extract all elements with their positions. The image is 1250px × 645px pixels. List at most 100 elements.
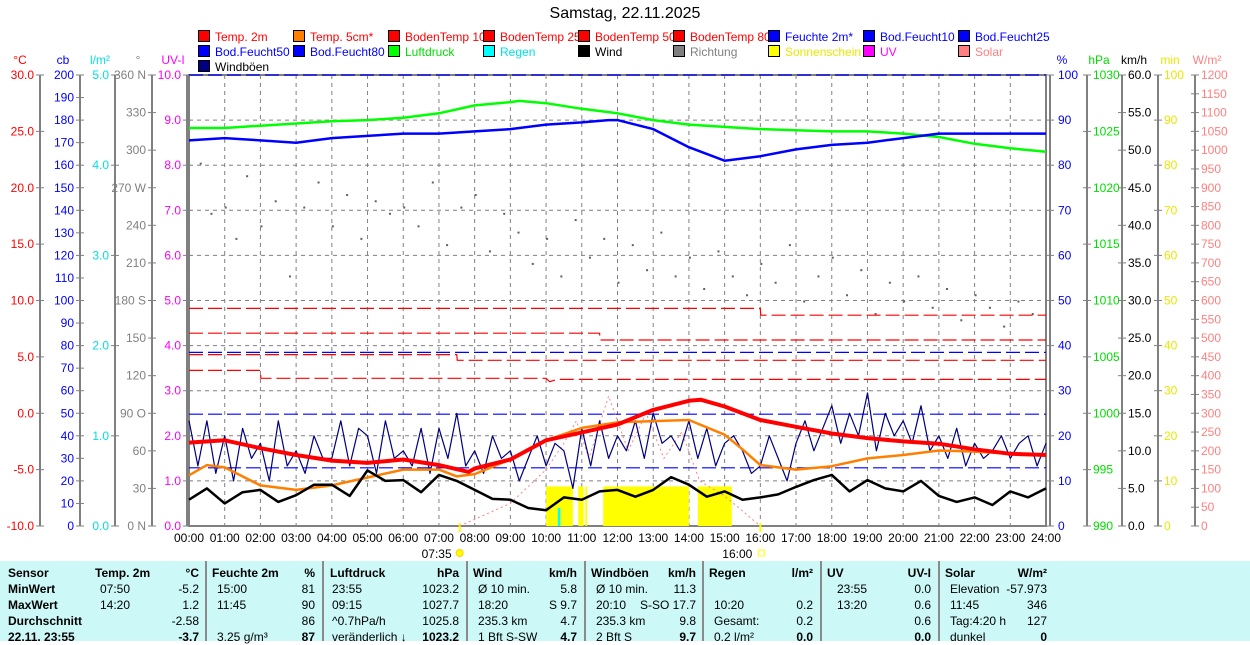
series-richtung-point	[917, 275, 920, 278]
legend-swatch	[863, 45, 875, 57]
legend-label: Wind	[595, 45, 623, 59]
axis-tick-label: 90	[61, 316, 75, 330]
series-richtung-point	[417, 225, 420, 228]
cell-value: 0.0	[796, 630, 813, 644]
axis-tick-label: 5.0	[164, 294, 181, 308]
axis-tick-label: 0 N	[127, 519, 146, 533]
axis-tick-label: 1015	[1093, 237, 1120, 251]
cell-left: 235.3 km	[478, 614, 528, 628]
axis-tick-label: 25.0	[11, 124, 35, 138]
cell-value: 9.7	[679, 630, 696, 644]
cell-value: 0	[1040, 630, 1047, 644]
x-tick-label: 14:00	[674, 531, 704, 545]
cell-value: -2.58	[171, 614, 199, 628]
cell-value: 1.2	[182, 598, 199, 612]
cell-left: 23:55	[837, 582, 868, 596]
axis-tick-label: 120	[126, 369, 146, 383]
cell-value: 9.8	[679, 614, 696, 628]
axis-tick-label: 170	[54, 136, 74, 150]
column-unit: %	[304, 566, 315, 580]
legend-swatch	[958, 45, 970, 57]
axis-tick-label: 1000	[1093, 406, 1120, 420]
axis-tick-label: 30	[133, 481, 147, 495]
axis-unit-label: l/m²	[90, 53, 110, 67]
cell-left: 10:20	[714, 598, 745, 612]
x-tick-label: 23:00	[995, 531, 1025, 545]
legend-swatch	[768, 30, 780, 42]
axis-tick-label: 150	[1201, 463, 1221, 477]
axis-tick-label: 140	[54, 203, 74, 217]
axis-tick-label: 2.0	[92, 339, 109, 353]
cell-left: 235.3 km	[596, 614, 646, 628]
x-tick-label: 22:00	[960, 531, 990, 545]
axis-unit-label: %	[1057, 53, 1068, 67]
series-richtung-point	[931, 306, 934, 309]
axis-tick-label: 1010	[1093, 294, 1120, 308]
x-tick-label: 04:00	[317, 531, 347, 545]
legend-item: Regen	[483, 45, 535, 59]
axis-tick-label: 100	[1164, 68, 1184, 82]
axis-tick-label: 800	[1201, 218, 1221, 232]
cell-value: 90	[301, 598, 315, 612]
axis-unit-label: °C	[13, 53, 27, 67]
legend-swatch	[483, 45, 495, 57]
cell-value: 0.2	[796, 598, 813, 612]
axis-tick-label: 100	[1058, 68, 1078, 82]
axis-tick-label: 330	[126, 106, 146, 120]
series-sonnenschein-bar	[667, 486, 689, 526]
x-tick-label: 17:00	[781, 531, 811, 545]
axis-tick-label: 45.0	[1128, 181, 1152, 195]
x-tick-label: 16:00	[745, 531, 775, 545]
cell-value: 127	[1026, 614, 1047, 628]
column-header: Regen	[709, 566, 746, 580]
axis-tick-label: 650	[1201, 275, 1221, 289]
legend-swatch	[483, 30, 495, 42]
legend-swatch	[198, 60, 210, 72]
x-tick-label: 08:00	[460, 531, 490, 545]
legend-swatch	[198, 45, 210, 57]
column-unit: l/m²	[791, 566, 813, 580]
legend-swatch	[198, 30, 210, 42]
legend-swatch	[578, 45, 590, 57]
series-richtung-point	[674, 275, 677, 278]
series-richtung-point	[846, 294, 849, 297]
axis-tick-label: 130	[54, 226, 74, 240]
series-richtung-point	[660, 231, 663, 234]
x-tick-label: 15:00	[710, 531, 740, 545]
axis-tick-label: 10.0	[1128, 444, 1152, 458]
axis-tick-label: 1.0	[92, 429, 109, 443]
axis-tick-label: 8.0	[164, 158, 181, 172]
axis-tick-label: 9.0	[164, 113, 181, 127]
table-row: Durchschnitt -2.58 86 ^0.7hPa/h 1025.8 235.3 …	[0, 613, 1250, 629]
series-richtung-point	[874, 313, 877, 316]
series-richtung-point	[774, 281, 777, 284]
cell-left: dunkel	[950, 630, 986, 644]
legend-label: Feuchte 2m*	[785, 30, 854, 44]
cell-left: 20:10	[596, 598, 627, 612]
series-richtung-point	[731, 275, 734, 278]
series-richtung-point	[860, 269, 863, 272]
series-sonnenschein-bar	[578, 486, 584, 526]
series-richtung-point	[431, 181, 434, 184]
cell-value: 81	[301, 582, 315, 596]
legend-label: Temp. 5cm*	[310, 30, 374, 44]
axis-unit-label: min	[1160, 53, 1179, 67]
axis-tick-label: 200	[54, 68, 74, 82]
axis-tick-label: 750	[1201, 237, 1221, 251]
series-richtung-point	[488, 250, 491, 253]
sunrise-label: 07:35	[422, 547, 452, 561]
statistics-table: Sensor Temp. 2m °C Feuchte 2m% Luftdruck hPa W…	[0, 561, 1250, 644]
series-richtung-point	[746, 294, 749, 297]
row-label: Durchschnitt	[8, 614, 83, 628]
column-unit: km/h	[548, 566, 577, 580]
cell-left: Ø 10 min.	[478, 582, 531, 596]
axis-tick-label: 100	[1201, 481, 1221, 495]
axis-tick-label: 10	[61, 496, 75, 510]
series-richtung-point	[988, 306, 991, 309]
axis-tick-label: 500	[1201, 331, 1221, 345]
axis-tick-label: 20	[61, 474, 75, 488]
series-wind-line	[188, 469, 1047, 512]
axis-tick-label: 50.0	[1128, 143, 1152, 157]
series-bodentemp-10-line	[189, 369, 1046, 383]
table-column-divider	[702, 561, 704, 641]
